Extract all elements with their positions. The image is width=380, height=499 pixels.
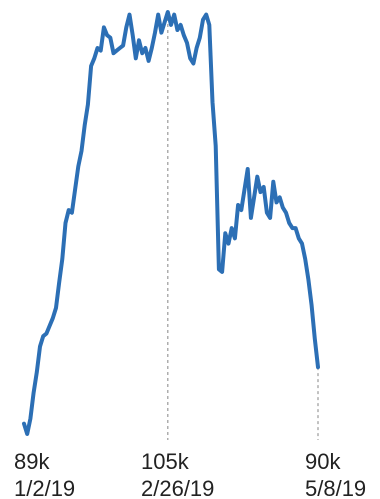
annotation-peak-date: 2/26/19 xyxy=(141,476,214,499)
guide-lines xyxy=(167,12,319,440)
annotation-end-date: 5/8/19 xyxy=(305,476,366,499)
annotation-start-value: 89k xyxy=(14,449,50,474)
series-line xyxy=(22,10,320,436)
annotation-end-value: 90k xyxy=(305,449,341,474)
annotation-start-date: 1/2/19 xyxy=(14,476,75,499)
annotation-peak-value: 105k xyxy=(141,449,190,474)
